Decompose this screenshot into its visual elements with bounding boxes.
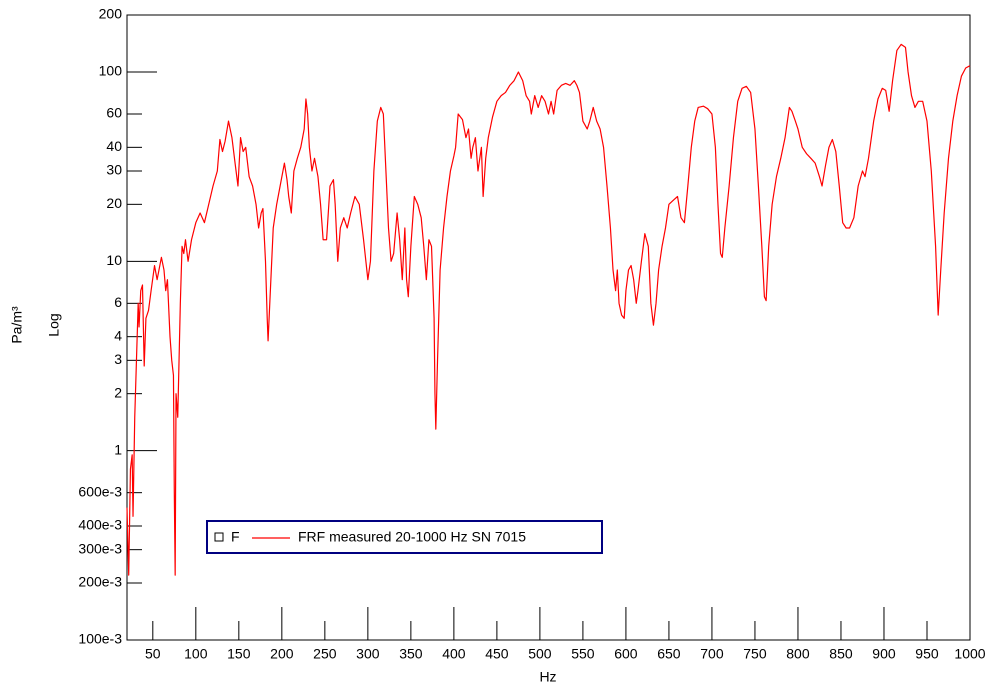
y-tick-label: 30 [106,162,122,178]
legend-box [206,520,603,554]
y-tick-label: 6 [114,294,122,310]
y-tick-label: 100 [99,63,123,79]
y-tick-label: 60 [106,105,122,121]
x-tick-label: 300 [356,646,380,662]
legend: F FRF measured 20-1000 Hz SN 7015 [206,520,603,554]
x-tick-label: 400 [442,646,466,662]
x-tick-label: 900 [872,646,896,662]
y-tick-label: 400e-3 [78,517,122,533]
data-line [126,43,971,576]
x-tick-label: 550 [571,646,595,662]
y-scale-label: Log [46,313,62,336]
y-tick-label: 3 [114,351,122,367]
x-tick-label: 950 [915,646,939,662]
y-tick-label: 200 [99,6,123,22]
x-tick-label: 150 [227,646,251,662]
legend-label: FRF measured 20-1000 Hz SN 7015 [298,529,526,545]
x-axis-label: Hz [539,669,556,685]
x-tick-label: 100 [184,646,208,662]
x-tick-label: 350 [399,646,423,662]
x-tick-label: 600 [614,646,638,662]
y-axis-label: Pa/m³ [9,306,25,344]
y-tick-label: 10 [106,252,122,268]
y-tick-label: 40 [106,138,122,154]
x-tick-label: 650 [657,646,681,662]
x-tick-label: 450 [485,646,509,662]
y-tick-label: 20 [106,195,122,211]
legend-marker [214,532,224,542]
x-tick-label: 800 [786,646,810,662]
y-tick-label: 1 [114,441,122,457]
y-tick-label: 4 [114,327,122,343]
x-tick-label: 1000 [954,646,985,662]
x-tick-label: 50 [145,646,161,662]
x-tick-label: 700 [700,646,724,662]
x-tick-label: 850 [829,646,853,662]
plot-frame [126,14,971,641]
legend-marker-label: F [231,529,240,545]
y-tick-label: 600e-3 [78,483,122,499]
y-tick-label: 100e-3 [78,631,122,647]
x-tick-label: 250 [313,646,337,662]
x-tick-label: 750 [743,646,767,662]
y-tick-label: 200e-3 [78,574,122,590]
y-tick-label: 2 [114,384,122,400]
y-tick-label: 300e-3 [78,540,122,556]
x-tick-label: 500 [528,646,552,662]
x-tick-label: 200 [270,646,294,662]
